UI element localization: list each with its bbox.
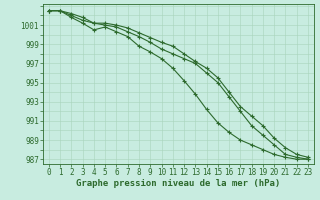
- X-axis label: Graphe pression niveau de la mer (hPa): Graphe pression niveau de la mer (hPa): [76, 179, 281, 188]
